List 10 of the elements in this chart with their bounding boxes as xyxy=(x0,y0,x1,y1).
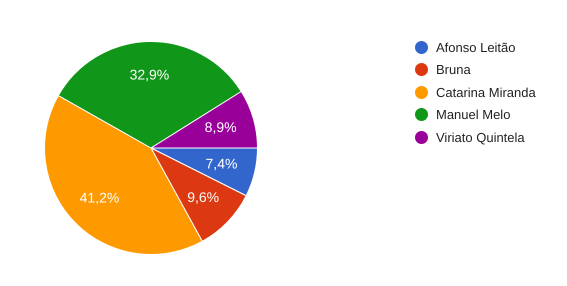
data-label: 9,6% xyxy=(187,189,220,206)
data-label: 41,2% xyxy=(80,190,120,206)
legend-label: Manuel Melo xyxy=(436,107,510,122)
data-label: 32,9% xyxy=(130,66,170,82)
legend-label: Viriato Quintela xyxy=(436,130,525,145)
data-label: 7,4% xyxy=(206,156,238,172)
data-label: 8,9% xyxy=(204,118,237,135)
legend-label: Catarina Miranda xyxy=(436,84,536,100)
legend-label: Afonso Leitão xyxy=(436,40,516,55)
legend-label: Bruna xyxy=(436,62,471,78)
